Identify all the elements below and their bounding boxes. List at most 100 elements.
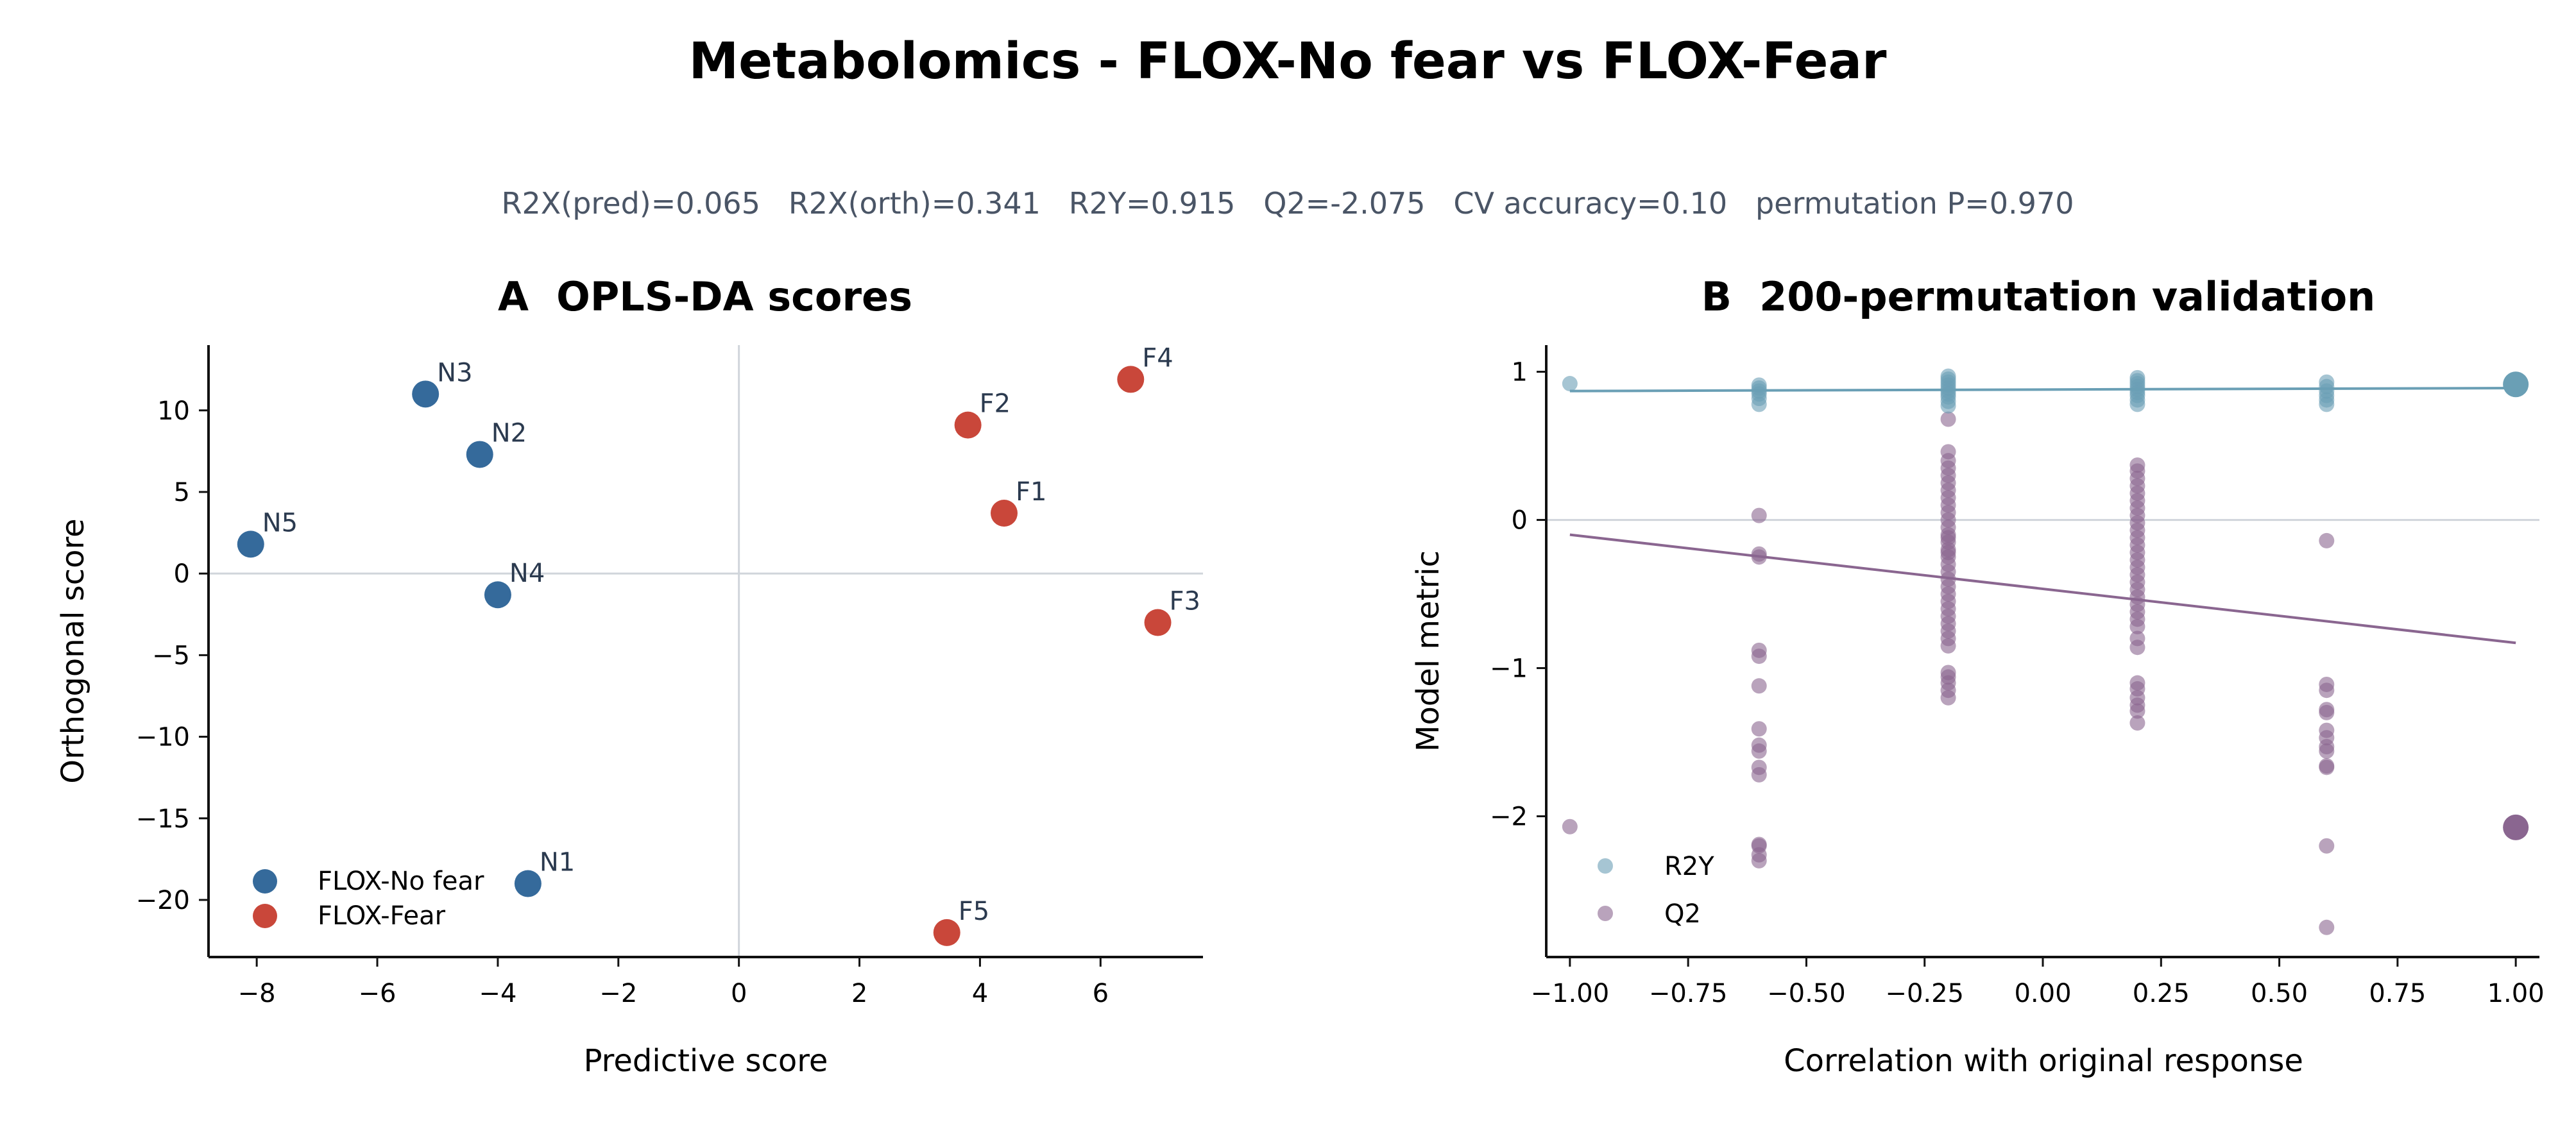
score-point-label-n4: N4 <box>509 559 545 588</box>
panel-b-y-tick-label: −2 <box>1490 802 1528 832</box>
panel-b-x-tick-label: 0.75 <box>2369 979 2426 1008</box>
permutation-point-q2 <box>2129 697 2145 713</box>
score-point-label-f3: F3 <box>1170 586 1200 616</box>
panel-a-y-tick-label: 0 <box>174 559 190 589</box>
panel-b-x-axis-label: Correlation with original response <box>1784 1043 2303 1079</box>
permutation-point-q2 <box>2319 704 2335 720</box>
score-point-label-f2: F2 <box>980 389 1011 419</box>
legend-marker-q2 <box>1598 906 1613 921</box>
score-point-n5 <box>237 530 264 558</box>
permutation-point-q2 <box>1751 743 1767 759</box>
panel-b-x-tick-label: 0.00 <box>2014 979 2071 1008</box>
permutation-point-q2 <box>2129 715 2145 731</box>
legend-label-q2: Q2 <box>1664 899 1701 929</box>
permutation-point-r2y <box>1562 376 1578 392</box>
panel-a-title: A OPLS-DA scores <box>498 273 912 320</box>
score-point-n2 <box>466 441 493 468</box>
score-point-f3 <box>1144 609 1172 636</box>
panel-b-y-tick-label: −1 <box>1490 654 1528 684</box>
fit-line-q2 <box>1569 533 2516 645</box>
figure-subtitle: R2X(pred)=0.065 R2X(orth)=0.341 R2Y=0.91… <box>502 186 2074 221</box>
panel-b-legend: R2Y Q2 <box>1598 852 1714 929</box>
panel-b-permutation-chart: B 200-permutation validation −1.00 −0.75 −… <box>1410 273 2545 1079</box>
panel-a-x-tick-label: −2 <box>599 979 637 1008</box>
panel-a-point-labels: N1 N2 N3 N4 N5 F1 F2 F3 F4 F5 <box>262 343 1200 926</box>
permutation-point-q2 <box>2319 919 2335 935</box>
panel-b-y-tick-label: 0 <box>1512 506 1528 536</box>
panel-b-x-tick-label: 0.25 <box>2133 979 2190 1008</box>
panel-b-x-ticks: −1.00 −0.75 −0.50 −0.25 0.00 0.25 0.50 0.75 1.00 <box>1531 957 2545 1008</box>
panel-a-y-tick-label: 10 <box>157 396 190 426</box>
panel-b-title: B 200-permutation validation <box>1702 273 2376 320</box>
score-point-f5 <box>933 919 960 946</box>
figure-title: Metabolomics - FLOX-No fear vs FLOX-Fear <box>689 33 1888 90</box>
permutation-point-r2y <box>1751 396 1767 412</box>
panel-a-legend: FLOX-No fear FLOX-Fear <box>253 867 484 931</box>
panel-a-zero-lines <box>209 345 1203 957</box>
panel-a-x-tick-label: 2 <box>851 979 867 1008</box>
panel-a-y-axis-label: Orthogonal score <box>55 518 91 783</box>
panel-a-x-tick-label: −8 <box>238 979 276 1008</box>
panel-a-x-ticks: −8 −6 −4 −2 0 2 4 6 <box>238 957 1109 1008</box>
panel-a-y-tick-label: −20 <box>136 886 190 915</box>
score-point-n3 <box>412 380 439 408</box>
score-point-label-f4: F4 <box>1142 343 1173 373</box>
legend-label-no-fear: FLOX-No fear <box>318 867 484 896</box>
score-point-label-n3: N3 <box>437 358 472 387</box>
panel-a-scores-chart: A OPLS-DA scores N1 N2 N3 N4 N5 F1 F2 F3 F4 F5 −8… <box>55 273 1203 1079</box>
score-point-n4 <box>484 581 511 609</box>
panel-b-x-tick-label: −1.00 <box>1531 979 1610 1008</box>
panel-a-points <box>237 366 1172 946</box>
panel-b-y-axis-label: Model metric <box>1410 550 1446 752</box>
panel-a-x-tick-label: 4 <box>972 979 988 1008</box>
score-point-label-n2: N2 <box>491 418 527 448</box>
permutation-point-q2 <box>1751 507 1767 523</box>
permutation-point-q2 <box>2319 759 2335 776</box>
panel-a-y-tick-label: −10 <box>136 723 190 752</box>
permutation-point-q2 <box>1562 818 1578 835</box>
score-point-label-f5: F5 <box>959 897 989 926</box>
observed-point-r2y <box>2503 371 2529 398</box>
observed-point-q2 <box>2503 814 2529 840</box>
panel-b-x-tick-label: 0.50 <box>2251 979 2308 1008</box>
permutation-point-q2 <box>1940 690 1956 706</box>
panel-b-x-tick-label: −0.75 <box>1649 979 1728 1008</box>
permutation-point-r2y <box>1940 398 1956 414</box>
legend-label-fear: FLOX-Fear <box>318 901 446 931</box>
panel-b-fit-lines <box>1569 386 2516 645</box>
score-point-label-f1: F1 <box>1016 477 1046 507</box>
permutation-point-q2 <box>2319 743 2335 759</box>
permutation-point-q2 <box>1940 545 1956 561</box>
permutation-point-r2y <box>2319 396 2335 412</box>
permutation-point-q2 <box>1940 530 1956 546</box>
legend-marker-no-fear <box>253 869 277 894</box>
fit-line-r2y <box>1569 386 2516 393</box>
permutation-point-q2 <box>1751 847 1767 863</box>
score-point-f2 <box>954 411 982 439</box>
panel-a-y-tick-label: −5 <box>152 641 190 670</box>
legend-label-r2y: R2Y <box>1664 852 1714 881</box>
panel-a-x-tick-label: 0 <box>731 979 747 1008</box>
permutation-point-q2 <box>1751 649 1767 665</box>
panel-b-x-tick-label: −0.25 <box>1885 979 1964 1008</box>
permutation-point-q2 <box>2319 532 2335 548</box>
score-point-f4 <box>1117 366 1145 393</box>
permutation-point-q2 <box>1940 411 1956 427</box>
panel-a-y-tick-label: 5 <box>174 478 190 507</box>
panel-b-y-tick-label: 1 <box>1512 358 1528 387</box>
permutation-point-q2 <box>1751 767 1767 783</box>
panel-a-y-tick-label: −15 <box>136 804 190 834</box>
permutation-point-r2y <box>2129 396 2145 412</box>
score-point-f1 <box>991 500 1018 527</box>
legend-marker-r2y <box>1598 858 1613 874</box>
panel-a-y-ticks: 10 5 0 −5 −10 −15 −20 <box>136 396 209 915</box>
panel-b-x-tick-label: −0.50 <box>1767 979 1846 1008</box>
permutation-point-q2 <box>1751 721 1767 737</box>
score-point-n1 <box>514 870 542 897</box>
permutation-point-q2 <box>1751 678 1767 694</box>
legend-marker-fear <box>253 904 277 928</box>
panel-a-x-tick-label: −6 <box>359 979 397 1008</box>
score-point-label-n1: N1 <box>540 848 575 877</box>
score-point-label-n5: N5 <box>262 508 298 538</box>
